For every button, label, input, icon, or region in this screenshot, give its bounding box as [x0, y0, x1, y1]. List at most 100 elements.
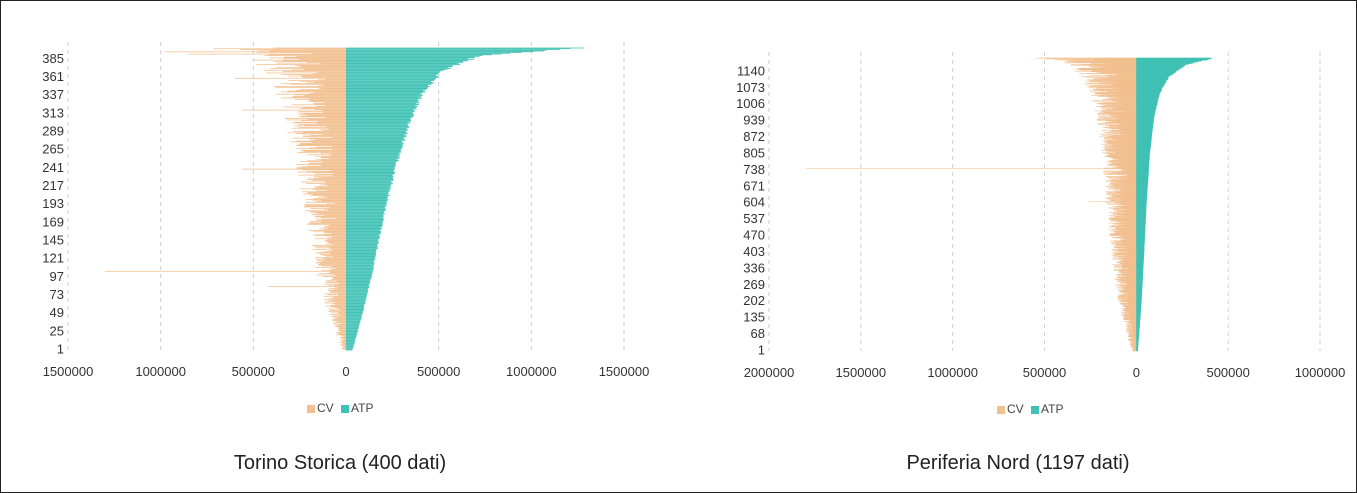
torino-cv-bar-388	[283, 56, 346, 58]
torino-cv-bar-190	[303, 206, 346, 208]
periferia-cv-bar-848	[1109, 143, 1137, 144]
periferia-x-tick-1: 1500000	[836, 365, 887, 380]
torino-cv-bar-302	[294, 121, 346, 123]
torino-atp-bar-75	[346, 293, 367, 295]
torino-atp-bar-5	[346, 346, 354, 348]
torino-atp-bar-179	[346, 214, 384, 216]
periferia-cv-bar-398	[1115, 253, 1137, 255]
torino-cv-bar-67	[333, 299, 346, 301]
torino-cv-bar-7	[340, 345, 346, 346]
torino-atp-bar-286	[346, 133, 406, 135]
torino-atp-bar-15	[346, 339, 356, 340]
torino-cv-bar-265	[301, 149, 346, 151]
periferia-y-tick-15: 135	[743, 310, 765, 325]
torino-atp-bar-293	[346, 128, 408, 130]
periferia-cv-bar-263	[1125, 286, 1137, 288]
periferia-cv-bar-548	[1110, 216, 1137, 218]
torino-cv-bar-281	[292, 137, 346, 139]
torino-atp-bar-348	[346, 86, 428, 88]
torino-cv-bar-263	[304, 151, 346, 153]
periferia-cv-bar-950	[1103, 118, 1137, 119]
torino-cv-bar-161	[319, 228, 346, 230]
torino-atp-bar-250	[346, 161, 398, 162]
periferia-cv-bar-30	[1129, 343, 1137, 345]
periferia-legend-label-atp: ATP	[1041, 402, 1063, 416]
torino-atp-bar-149	[346, 237, 380, 239]
torino-atp-bar-224	[346, 180, 391, 182]
torino-atp-bar-228	[346, 177, 394, 179]
torino-atp-bar-96	[346, 277, 372, 279]
torino-atp-bar-108	[346, 268, 374, 270]
torino-atp-bar-40	[346, 320, 361, 321]
torino-atp-bar-146	[346, 239, 379, 241]
periferia-cv-bar-641	[1111, 193, 1137, 195]
torino-cv-bar-353	[280, 83, 346, 84]
torino-atp-bar-17	[346, 337, 356, 339]
torino-atp-bar-283	[346, 136, 407, 137]
periferia-cv-bar-220	[1117, 297, 1137, 298]
torino-atp-bar-113	[346, 264, 374, 266]
periferia-cv-bar-99	[1127, 326, 1137, 328]
torino-cv-bar-364	[300, 74, 346, 76]
periferia-cv-bar-685	[1109, 183, 1137, 184]
torino-cv-bar-237	[306, 170, 346, 172]
torino-atp-bar-377	[346, 65, 453, 66]
torino-atp-bar-36	[346, 323, 360, 324]
torino-atp-bar-161	[346, 228, 382, 230]
periferia-y-tick-13: 269	[743, 277, 765, 292]
torino-cv-bar-71	[333, 296, 346, 298]
torino-atp-bar-277	[346, 140, 403, 142]
periferia-y-tick-2: 1006	[736, 96, 765, 111]
torino-atp-bar-59	[346, 305, 364, 307]
torino-atp-bar-275	[346, 142, 404, 143]
torino-cv-bar-374	[276, 67, 346, 69]
torino-cv-bar-90	[327, 282, 346, 284]
torino-atp-bar-380	[346, 62, 458, 64]
periferia-cv-bar-1117	[1086, 77, 1137, 78]
periferia-cv-bar-867	[1104, 138, 1137, 140]
torino-atp-bar-71	[346, 296, 367, 298]
torino-cv-bar-288	[287, 132, 346, 134]
torino-cv-bar-362	[302, 76, 346, 78]
torino-cv-bar-56	[337, 307, 346, 309]
periferia-y-tick-9: 537	[743, 211, 765, 226]
torino-cv-bar-77	[329, 292, 346, 293]
torino-cv-bar-53	[329, 310, 346, 312]
torino-atp-bar-279	[346, 139, 405, 140]
torino-cv-bar-387	[269, 57, 346, 59]
periferia-cv-bar-465	[1112, 237, 1137, 238]
periferia-cv-bar-925	[1098, 124, 1137, 125]
torino-atp-bar-88	[346, 283, 370, 285]
periferia-cv-bar-851	[1103, 142, 1137, 144]
torino-cv-bar-367	[266, 72, 346, 74]
torino-atp-bar-361	[346, 77, 439, 78]
torino-atp-bar-289	[346, 131, 407, 133]
torino-cv-bar-101	[333, 273, 346, 275]
periferia-cv-bar-165	[1121, 310, 1137, 312]
torino-cv-bar-187	[323, 208, 346, 210]
torino-cv-bar-326	[314, 103, 346, 105]
torino-atp-bar-131	[346, 251, 377, 252]
torino-atp-bar-354	[346, 82, 435, 84]
torino-atp-bar-90	[346, 282, 370, 284]
chart-torino-storica: 385 361 337 313 289 265 241 217 193 169 145 121 97 73…	[42, 42, 649, 415]
torino-atp-bar-249	[346, 161, 396, 163]
torino-cv-bar-195	[335, 202, 346, 204]
torino-atp-bar-295	[346, 127, 410, 128]
periferia-cv-bar-844	[1101, 144, 1137, 145]
torino-atp-bar-144	[346, 241, 379, 243]
torino-cv-bar-292	[319, 129, 346, 131]
torino-cv-bar-285	[302, 134, 346, 136]
torino-atp-bar-328	[346, 102, 420, 103]
torino-atp-bar-341	[346, 92, 423, 94]
torino-atp-bar-95	[346, 278, 372, 280]
torino-cv-bar-249	[322, 161, 346, 163]
torino-atp-bar-386	[346, 58, 469, 59]
torino-atp-bar-327	[346, 102, 417, 104]
periferia-cv-bar-902	[1101, 129, 1137, 131]
periferia-cv-bar-1075	[1087, 87, 1137, 89]
torino-cv-bar-346	[320, 88, 346, 90]
torino-cv-bar-203	[317, 196, 346, 198]
torino-cv-bar-383	[282, 60, 346, 62]
torino-atp-bar-285	[346, 134, 404, 136]
